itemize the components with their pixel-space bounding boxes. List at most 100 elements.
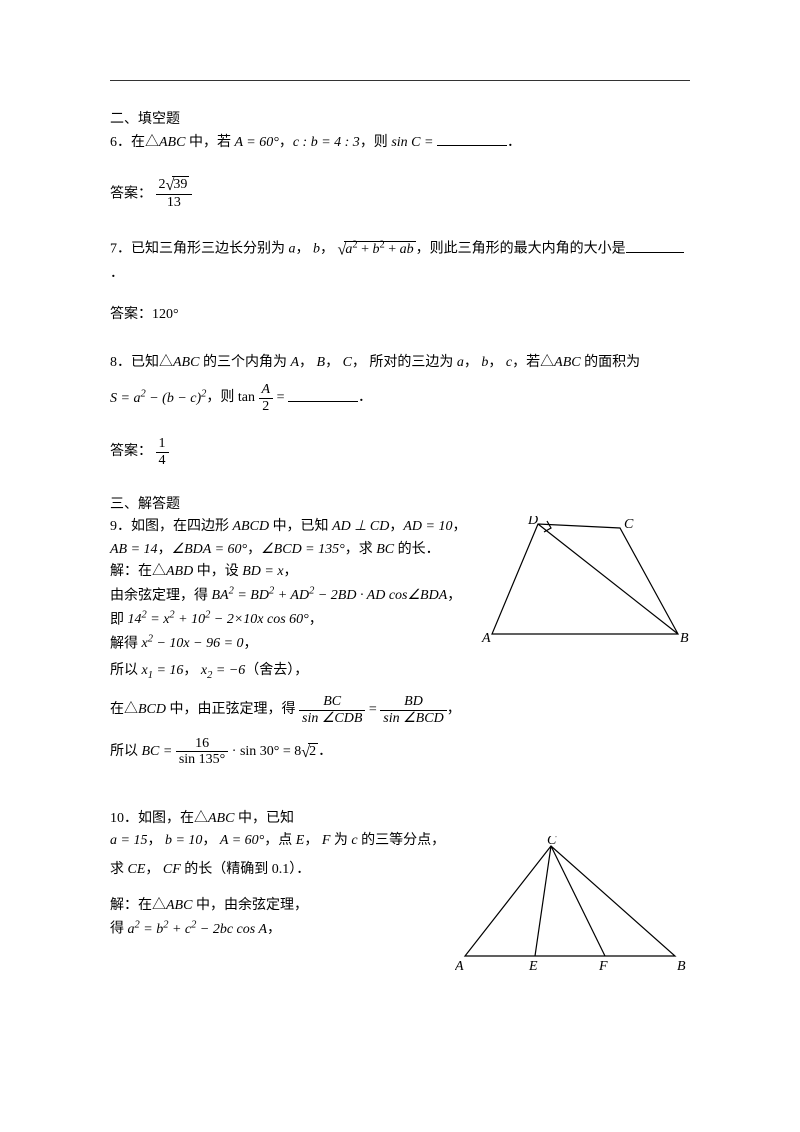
q9-l1b: ABCD: [233, 519, 270, 534]
q9-s5c: ，: [183, 663, 201, 678]
q10-l2d: ，: [202, 833, 220, 848]
q10-l3e: 的长（精确到 0.1）．: [181, 862, 311, 877]
q9-l2f: ，求: [345, 542, 377, 557]
q7-a: a: [289, 242, 296, 257]
label-C: C: [547, 836, 557, 848]
q10-l3c: ，: [145, 862, 163, 877]
q9-s7c: · sin 30° = 8: [228, 744, 301, 759]
q9-s6a: 在: [110, 702, 124, 717]
q10-figure: A B C E F: [455, 836, 690, 976]
label-C: C: [624, 517, 634, 532]
q9-f2n: BD: [380, 694, 446, 710]
q10-text: 10．如图，在ABC 中，已知 a = 15， b = 10， A = 60°，…: [110, 808, 455, 942]
q9-s3a: 即: [110, 612, 128, 627]
q8-b1: 的三个内角为: [199, 355, 290, 370]
q9-f3n: 16: [176, 736, 228, 752]
q9-l2c: ∠BDA = 60°: [172, 542, 248, 557]
q8-prefix: 8．已知: [110, 355, 159, 370]
q8-period: ．: [358, 391, 372, 406]
question-8: 8．已知ABC 的三个内角为 A， B， C， 所对的三边为 a， b， c，若…: [110, 352, 690, 374]
q9-l1f: AD = 10: [403, 519, 452, 534]
q7-ans: 120°: [152, 307, 179, 322]
q6-ans-num: 2√39: [156, 177, 193, 196]
q9-s4a: 解得: [110, 636, 142, 651]
q8-abc2: ABC: [554, 355, 580, 370]
q6-ans-rad: 39: [172, 176, 189, 192]
q8-frac: A2: [259, 382, 274, 414]
q9-s1b: ABD: [166, 564, 193, 579]
q6-eqA: A = 60°: [234, 135, 278, 150]
q9-l2d: ，: [247, 542, 261, 557]
q10-l2c: b = 10: [165, 833, 202, 848]
q6-ans-label: 答案：: [110, 186, 152, 201]
q9-l1d: AD ⊥ CD: [332, 519, 389, 534]
q9-s5e: （舍去），: [245, 663, 308, 678]
triangle-icon: [159, 355, 173, 370]
q9-figure: A B C D: [480, 516, 690, 651]
q9-s2a: 由余弦定理，得: [110, 588, 212, 603]
q10-s2c: ，: [267, 922, 281, 937]
q7-blank: [626, 238, 684, 253]
q9-frac3: 16sin 135°: [176, 736, 228, 768]
q8-sep: ，则: [206, 391, 238, 406]
q6-ratio: c : b = 4 : 3: [293, 135, 360, 150]
q10-s1b: ABC: [166, 898, 192, 913]
label-B: B: [680, 631, 689, 646]
sqrt-icon: √39: [166, 177, 190, 195]
q9-s3c: ，: [309, 612, 323, 627]
header-rule: [110, 80, 690, 81]
q10-l1a: 10．如图，在: [110, 811, 194, 826]
q9-f2d: sin ∠BCD: [380, 711, 446, 726]
q9-s3b: 142 = x2 + 102 − 2×10x cos 60°: [128, 612, 309, 627]
quad-abcd-icon: A B C D: [480, 516, 690, 651]
q8-abc: ABC: [173, 355, 199, 370]
question-9: 9．如图，在四边形 ABCD 中，已知 AD ⊥ CD，AD = 10， AB …: [110, 516, 690, 655]
q8-b2: ， 所对的三边为: [352, 355, 457, 370]
triangle-icon: [124, 702, 138, 717]
q8-blank: [288, 387, 358, 402]
q8-B: B: [317, 355, 326, 370]
label-B: B: [677, 959, 686, 974]
q6-sinC: sin C =: [391, 135, 433, 150]
q6-b2: 中，若: [185, 135, 234, 150]
q8-eqS: S = a2 − (b − c)2: [110, 391, 206, 406]
q10-l2f: ，点: [264, 833, 296, 848]
q8-ans-label: 答案：: [110, 444, 152, 459]
triangle-icon: [194, 811, 208, 826]
q10-l1c: 中，已知: [234, 811, 294, 826]
q9-s2c: ，: [447, 588, 461, 603]
label-D: D: [527, 516, 538, 528]
triangle-icon: [152, 898, 166, 913]
q9-s5: 所以 x1 = 16， x2 = −6（舍去），: [110, 660, 690, 685]
q8-answer: 答案： 14: [110, 436, 690, 468]
q8-A: A: [290, 355, 299, 370]
q6-abc: ABC: [159, 135, 185, 150]
q10-l2b: ，: [147, 833, 165, 848]
q8-ad: 4: [156, 453, 169, 468]
triangle-icon: [540, 355, 554, 370]
q9-s6e: ，: [447, 702, 461, 717]
q9-s6: 在BCD 中，由正弦定理，得 BCsin ∠CDB = BDsin ∠BCD，: [110, 694, 690, 726]
q6-s2: ，则: [360, 135, 392, 150]
label-A: A: [455, 959, 464, 974]
q9-s7b: BC =: [142, 744, 176, 759]
q10-l3a: 求: [110, 862, 128, 877]
label-A: A: [481, 631, 491, 646]
q9-s7d: ．: [318, 744, 332, 759]
q7-answer: 答案：120°: [110, 304, 690, 326]
q9-f1n: BC: [299, 694, 365, 710]
triangle-abc-icon: A B C E F: [455, 836, 690, 976]
q8-fd: 2: [259, 399, 274, 414]
q9-frac1: BCsin ∠CDB: [299, 694, 365, 726]
q10-s2b: a2 = b2 + c2 − 2bc cos A: [128, 922, 268, 937]
q9-s1e: ，: [284, 564, 298, 579]
q7-sqrt: √a2 + b2 + ab: [338, 237, 416, 263]
q9-f3d: sin 135°: [176, 752, 228, 767]
q9-frac2: BDsin ∠BCD: [380, 694, 446, 726]
q9-s7a: 所以: [110, 744, 142, 759]
q7-c1: ，: [296, 242, 314, 257]
q8-tan: tan: [238, 391, 255, 406]
q7-tail: ，则此三角形的最大内角的大小是: [416, 242, 626, 257]
q8-ans-frac: 14: [156, 436, 169, 468]
q9-f1d: sin ∠CDB: [299, 711, 365, 726]
